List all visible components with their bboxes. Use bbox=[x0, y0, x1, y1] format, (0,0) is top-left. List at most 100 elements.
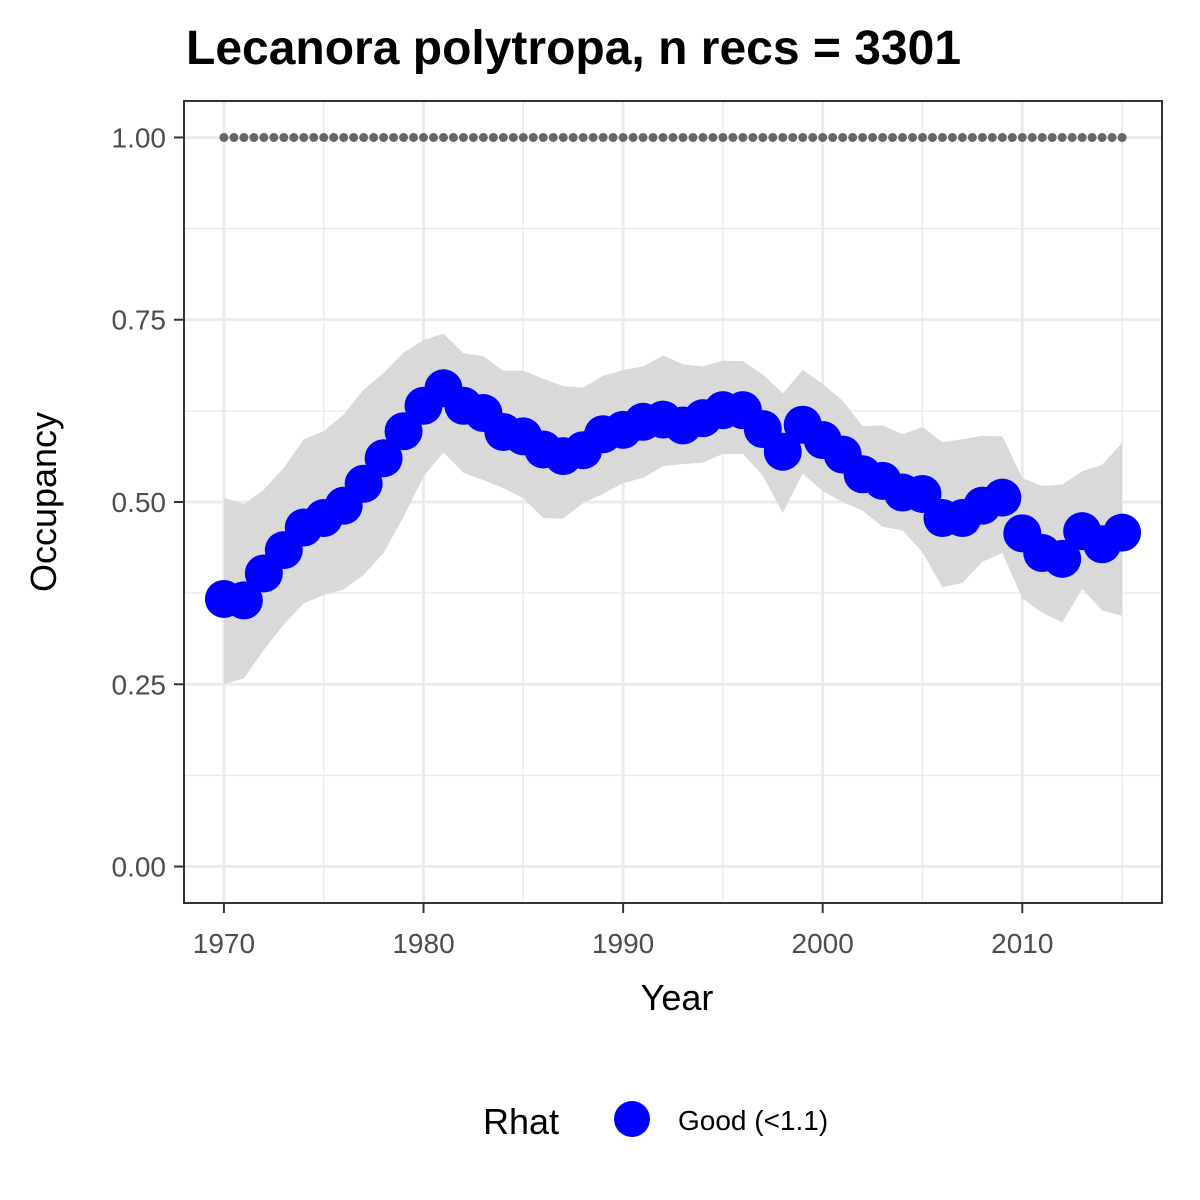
reference-dot bbox=[947, 132, 957, 142]
x-axis: 1970 1980 1990 2000 2010 bbox=[193, 903, 1053, 959]
reference-dot bbox=[828, 132, 838, 142]
data-point bbox=[763, 432, 802, 471]
reference-dot bbox=[259, 132, 269, 142]
reference-dot bbox=[878, 132, 888, 142]
reference-dot bbox=[618, 132, 628, 142]
legend-key-good bbox=[614, 1101, 650, 1137]
reference-dot bbox=[668, 132, 678, 142]
reference-dot bbox=[419, 132, 429, 142]
reference-dot bbox=[219, 132, 229, 142]
y-tick-label: 1.00 bbox=[112, 122, 167, 153]
confidence-ribbon bbox=[223, 333, 1123, 685]
x-tick-label: 1980 bbox=[392, 928, 454, 959]
reference-dot bbox=[369, 132, 379, 142]
reference-dot bbox=[888, 132, 898, 142]
reference-dot bbox=[718, 132, 728, 142]
reference-dot bbox=[339, 132, 349, 142]
reference-dot bbox=[279, 132, 289, 142]
reference-dot bbox=[1057, 132, 1067, 142]
reference-dot bbox=[319, 132, 329, 142]
reference-dot bbox=[448, 132, 458, 142]
reference-dot bbox=[349, 132, 359, 142]
reference-dot bbox=[528, 132, 538, 142]
reference-dot bbox=[299, 132, 309, 142]
y-axis: 0.00 0.25 0.50 0.75 1.00 bbox=[112, 122, 184, 883]
reference-dot bbox=[738, 132, 748, 142]
reference-dot bbox=[977, 132, 987, 142]
reference-dot bbox=[608, 132, 618, 142]
x-axis-title: Year bbox=[641, 977, 714, 1018]
reference-dot bbox=[937, 132, 947, 142]
reference-dot bbox=[588, 132, 598, 142]
reference-dot bbox=[1027, 132, 1037, 142]
reference-dot bbox=[468, 132, 478, 142]
reference-dot bbox=[758, 132, 768, 142]
reference-line bbox=[219, 132, 1127, 142]
reference-dot bbox=[289, 132, 299, 142]
reference-dot bbox=[518, 132, 528, 142]
data-point bbox=[1103, 513, 1142, 552]
reference-dot bbox=[778, 132, 788, 142]
legend-title: Rhat bbox=[483, 1101, 559, 1142]
reference-dot bbox=[798, 132, 808, 142]
reference-dot bbox=[1097, 132, 1107, 142]
data-point bbox=[224, 581, 263, 620]
reference-dot bbox=[359, 132, 369, 142]
reference-dot bbox=[967, 132, 977, 142]
y-tick-label: 0.25 bbox=[112, 669, 167, 700]
reference-dot bbox=[309, 132, 319, 142]
reference-dot bbox=[568, 132, 578, 142]
reference-dot bbox=[997, 132, 1007, 142]
reference-dot bbox=[648, 132, 658, 142]
reference-dot bbox=[249, 132, 259, 142]
y-axis-title: Occupancy bbox=[23, 412, 64, 592]
reference-dot bbox=[698, 132, 708, 142]
reference-dot bbox=[678, 132, 688, 142]
reference-dot bbox=[1077, 132, 1087, 142]
reference-dot bbox=[987, 132, 997, 142]
reference-dot bbox=[399, 132, 409, 142]
reference-dot bbox=[638, 132, 648, 142]
x-tick-label: 1970 bbox=[193, 928, 255, 959]
reference-dot bbox=[1037, 132, 1047, 142]
reference-dot bbox=[578, 132, 588, 142]
reference-dot bbox=[1047, 132, 1057, 142]
reference-dot bbox=[548, 132, 558, 142]
reference-dot bbox=[379, 132, 389, 142]
legend-label-good: Good (<1.1) bbox=[678, 1105, 828, 1136]
y-tick-label: 0.75 bbox=[112, 305, 167, 336]
reference-dot bbox=[1067, 132, 1077, 142]
data-point bbox=[1043, 539, 1082, 578]
data-point bbox=[344, 464, 383, 503]
reference-dot bbox=[1117, 132, 1127, 142]
reference-dot bbox=[229, 132, 239, 142]
reference-dot bbox=[598, 132, 608, 142]
reference-dot bbox=[917, 132, 927, 142]
reference-dot bbox=[957, 132, 967, 142]
reference-dot bbox=[1007, 132, 1017, 142]
reference-dot bbox=[508, 132, 518, 142]
reference-dot bbox=[927, 132, 937, 142]
data-points bbox=[204, 369, 1142, 620]
data-point bbox=[384, 412, 423, 451]
reference-dot bbox=[498, 132, 508, 142]
reference-dot bbox=[848, 132, 858, 142]
reference-dot bbox=[628, 132, 638, 142]
reference-dot bbox=[1087, 132, 1097, 142]
data-point bbox=[983, 478, 1022, 517]
reference-dot bbox=[728, 132, 738, 142]
reference-dot bbox=[428, 132, 438, 142]
reference-dot bbox=[818, 132, 828, 142]
data-point bbox=[364, 439, 403, 478]
reference-dot bbox=[389, 132, 399, 142]
reference-dot bbox=[329, 132, 339, 142]
reference-dot bbox=[858, 132, 868, 142]
legend: Rhat Good (<1.1) bbox=[483, 1101, 828, 1142]
reference-dot bbox=[538, 132, 548, 142]
reference-dot bbox=[458, 132, 468, 142]
reference-dot bbox=[688, 132, 698, 142]
reference-dot bbox=[409, 132, 419, 142]
reference-dot bbox=[478, 132, 488, 142]
reference-dot bbox=[438, 132, 448, 142]
